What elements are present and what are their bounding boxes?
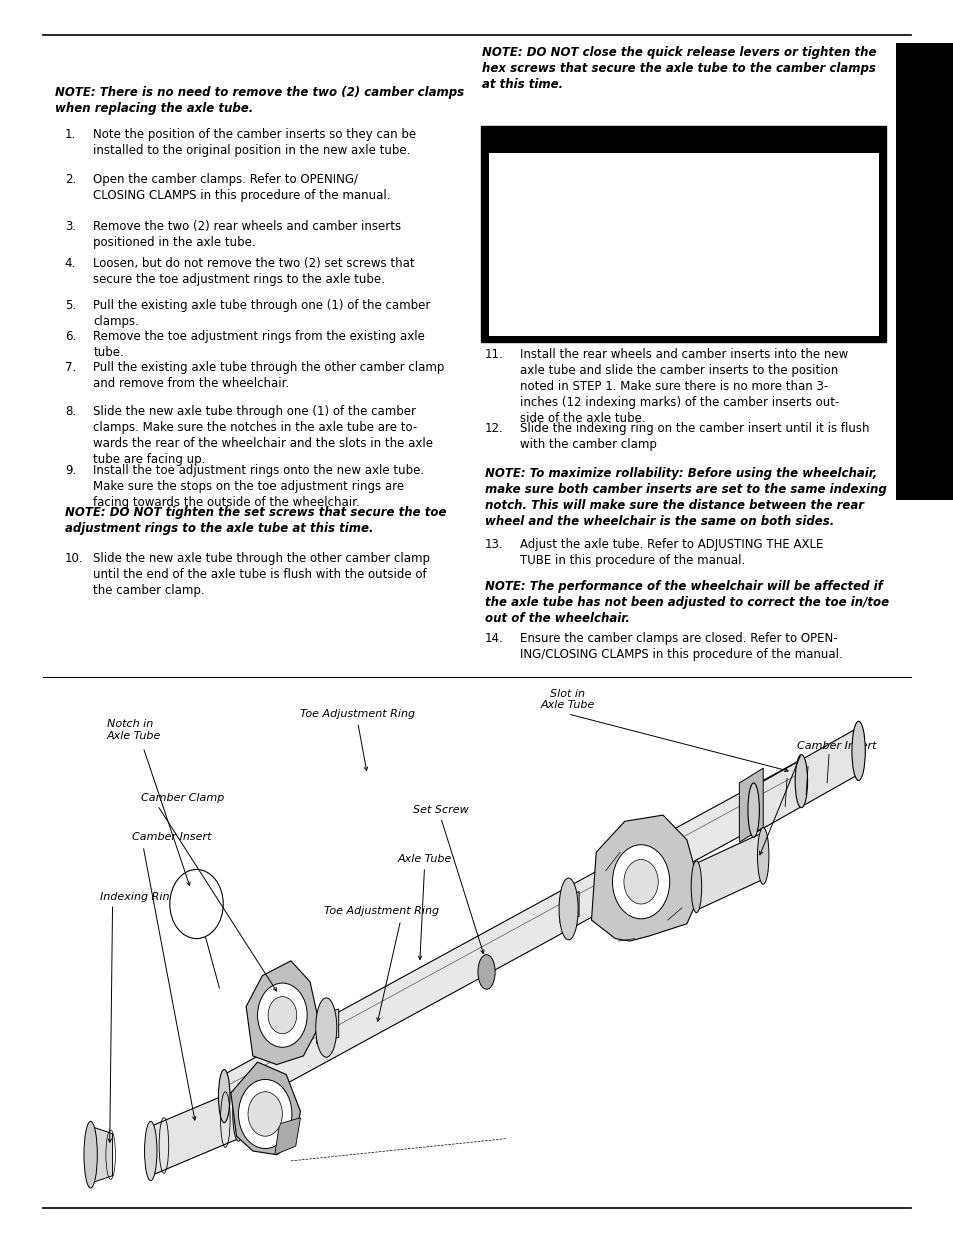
Text: Camber Clamp: Camber Clamp: [141, 793, 224, 803]
Text: 1.: 1.: [65, 128, 76, 142]
Text: 13.: 13.: [484, 538, 503, 552]
Text: Set Screw: Set Screw: [413, 805, 468, 815]
Text: Remove the toe adjustment rings from the existing axle
tube.: Remove the toe adjustment rings from the…: [93, 330, 425, 358]
Polygon shape: [316, 1009, 338, 1044]
Bar: [489, 153, 878, 336]
Text: Open the camber clamps. Refer to OPENING/
CLOSING CLAMPS in this procedure of th: Open the camber clamps. Refer to OPENING…: [93, 173, 391, 201]
Text: 5.: 5.: [65, 299, 76, 312]
Polygon shape: [739, 768, 762, 842]
Text: Camber Insert: Camber Insert: [132, 832, 211, 842]
Text: 7.: 7.: [65, 361, 76, 374]
Polygon shape: [591, 815, 700, 941]
Text: Pull the existing axle tube through one (1) of the camber
clamps.: Pull the existing axle tube through one …: [93, 299, 431, 327]
Text: 10.: 10.: [65, 552, 84, 566]
Circle shape: [268, 997, 296, 1034]
Polygon shape: [231, 1062, 300, 1155]
Text: Camber Insert: Camber Insert: [796, 741, 875, 751]
Text: NOTE: The performance of the wheelchair will be affected if
the axle tube has no: NOTE: The performance of the wheelchair …: [484, 580, 888, 625]
Text: Remove the two (2) rear wheels and camber inserts
positioned in the axle tube.: Remove the two (2) rear wheels and cambe…: [93, 220, 401, 248]
Text: 9.: 9.: [65, 464, 76, 478]
Text: Indexing Ring: Indexing Ring: [100, 892, 176, 902]
Text: 14.: 14.: [484, 632, 503, 646]
Ellipse shape: [233, 1087, 244, 1141]
Ellipse shape: [794, 755, 806, 808]
Text: Slide the new axle tube through one (1) of the camber
clamps. Make sure the notc: Slide the new axle tube through one (1) …: [93, 405, 433, 466]
Text: NOTE: DO NOT close the quick release levers or tighten the
hex screws that secur: NOTE: DO NOT close the quick release lev…: [481, 46, 876, 90]
Ellipse shape: [690, 861, 700, 913]
Polygon shape: [696, 832, 762, 910]
Text: Install the rear wheels and camber inserts into the new
axle tube and slide the : Install the rear wheels and camber inser…: [519, 348, 847, 425]
Text: Notch in
Axle Tube: Notch in Axle Tube: [107, 720, 161, 741]
Circle shape: [238, 1079, 292, 1149]
Bar: [895, 43, 953, 500]
Text: NOTE: To maximize rollability: Before using the wheelchair,
make sure both cambe: NOTE: To maximize rollability: Before us…: [484, 467, 885, 527]
Text: Toe Adjustment Ring: Toe Adjustment Ring: [324, 906, 438, 916]
Text: Pull the existing axle tube through the other camber clamp
and remove from the w: Pull the existing axle tube through the …: [93, 361, 444, 389]
Text: Slot in
Axle Tube: Slot in Axle Tube: [540, 689, 594, 710]
Bar: [480, 126, 885, 342]
Polygon shape: [274, 1118, 300, 1155]
Circle shape: [623, 860, 658, 904]
Circle shape: [248, 1092, 282, 1136]
Text: Note the position of the camber inserts so they can be
installed to the original: Note the position of the camber inserts …: [93, 128, 416, 157]
Polygon shape: [91, 1126, 112, 1183]
Polygon shape: [246, 961, 319, 1065]
Text: Toe Adjustment Ring: Toe Adjustment Ring: [300, 709, 415, 719]
Text: 6.: 6.: [65, 330, 76, 343]
Text: 11.: 11.: [484, 348, 503, 362]
Text: NOTE: There is no need to remove the two (2) camber clamps
when replacing the ax: NOTE: There is no need to remove the two…: [55, 86, 464, 115]
Text: 4.: 4.: [65, 257, 76, 270]
Ellipse shape: [145, 1121, 156, 1181]
Polygon shape: [559, 892, 578, 923]
Text: 3.: 3.: [65, 220, 76, 233]
Text: 12.: 12.: [484, 422, 503, 436]
Ellipse shape: [558, 878, 578, 940]
Text: Slide the indexing ring on the camber insert until it is flush
with the camber c: Slide the indexing ring on the camber in…: [519, 422, 868, 451]
Ellipse shape: [747, 783, 759, 837]
Polygon shape: [151, 1089, 238, 1176]
Ellipse shape: [218, 1070, 230, 1123]
Text: 8.: 8.: [65, 405, 76, 419]
Ellipse shape: [851, 721, 864, 781]
Text: Loosen, but do not remove the two (2) set screws that
secure the toe adjustment : Loosen, but do not remove the two (2) se…: [93, 257, 415, 285]
Text: Ensure the camber clamps are closed. Refer to OPEN-
ING/CLOSING CLAMPS in this p: Ensure the camber clamps are closed. Ref…: [519, 632, 841, 661]
Ellipse shape: [315, 998, 336, 1057]
Ellipse shape: [477, 955, 495, 989]
Circle shape: [612, 845, 669, 919]
Text: Adjust the axle tube. Refer to ADJUSTING THE AXLE
TUBE in this procedure of the : Adjust the axle tube. Refer to ADJUSTING…: [519, 538, 822, 567]
Text: Axle Tube: Axle Tube: [397, 855, 451, 864]
Text: NOTE: DO NOT tighten the set screws that secure the toe
adjustment rings to the : NOTE: DO NOT tighten the set screws that…: [65, 506, 446, 535]
Text: 2.: 2.: [65, 173, 76, 186]
Ellipse shape: [757, 827, 768, 884]
Polygon shape: [753, 727, 858, 834]
Text: Install the toe adjustment rings onto the new axle tube.
Make sure the stops on : Install the toe adjustment rings onto th…: [93, 464, 424, 509]
Circle shape: [257, 983, 307, 1047]
Polygon shape: [224, 760, 801, 1118]
Ellipse shape: [84, 1121, 97, 1188]
Text: Slide the new axle tube through the other camber clamp
until the end of the axle: Slide the new axle tube through the othe…: [93, 552, 430, 597]
Circle shape: [170, 869, 223, 939]
